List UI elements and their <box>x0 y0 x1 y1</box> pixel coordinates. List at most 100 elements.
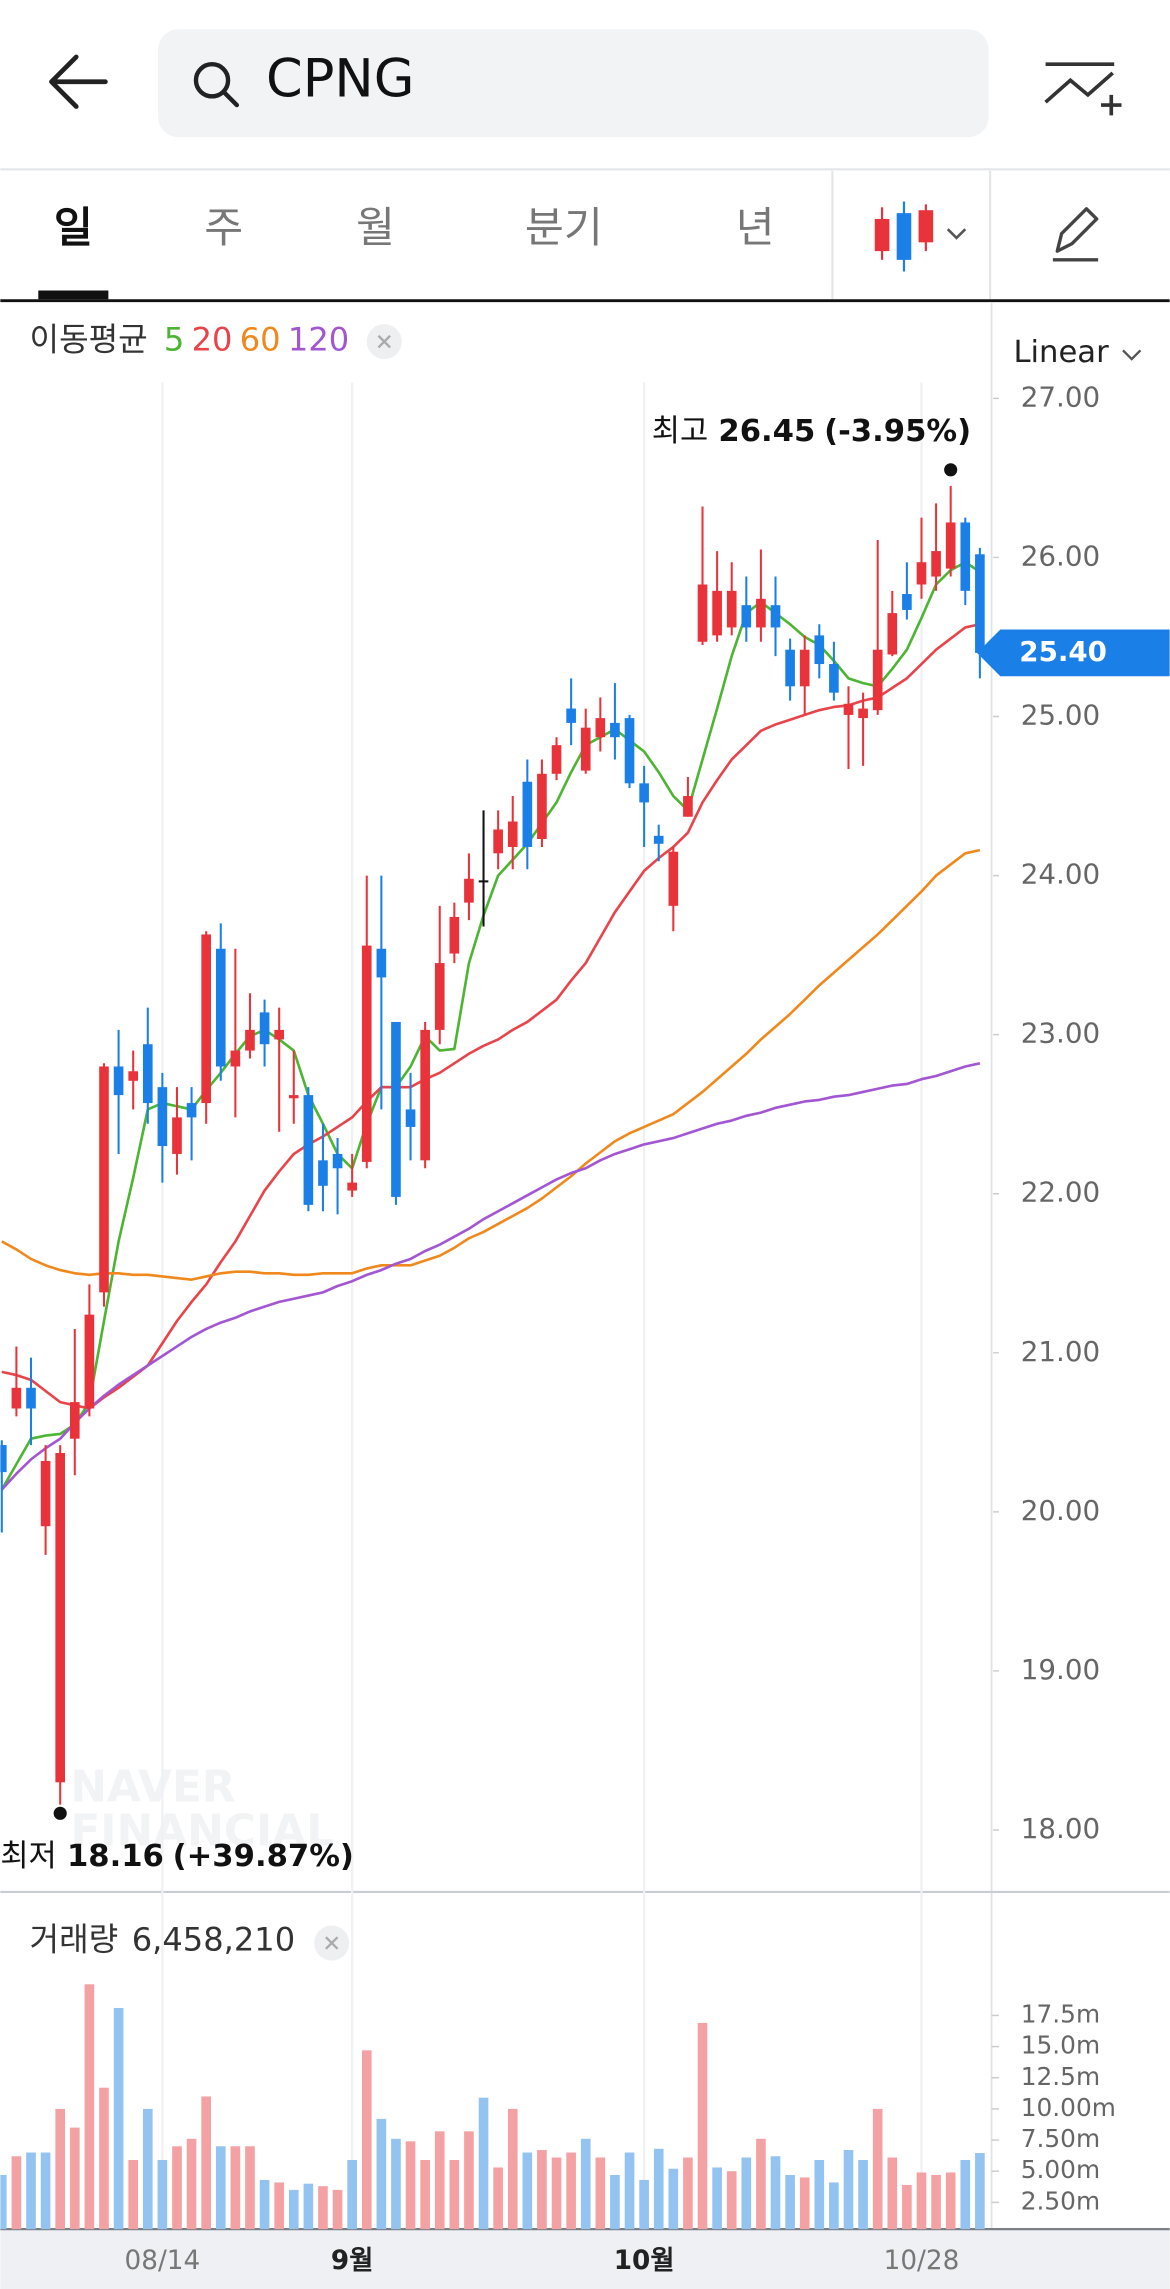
draw-button[interactable] <box>1052 207 1099 262</box>
tab[interactable]: 일 <box>54 203 93 252</box>
y-tick-label: 2.50m <box>1021 2186 1100 2215</box>
volume-bar <box>858 2160 868 2230</box>
y-tick-label: 15.0m <box>1021 2031 1100 2060</box>
volume-bar <box>537 2150 547 2230</box>
extreme-annotation: 최고 26.45 (-3.95%) <box>652 413 971 448</box>
price-axis: 18.00 19.00 20.00 21.00 22.00 23.00 24.00 25.00… <box>993 382 1100 1845</box>
icon-body <box>896 213 912 260</box>
volume-bar <box>726 2171 737 2230</box>
volume-bar <box>975 2153 985 2230</box>
volume-bar <box>902 2184 912 2230</box>
watermark: FINANCIAL <box>70 1806 334 1857</box>
y-tick-label: 17.5m <box>1021 1999 1100 2028</box>
candle-body <box>887 613 898 655</box>
candle-body <box>69 1402 80 1439</box>
chevron <box>946 228 967 240</box>
search-box[interactable] <box>158 29 989 138</box>
candle-body <box>902 594 912 610</box>
volume-bar <box>785 2174 795 2230</box>
volume-bar <box>55 2108 66 2230</box>
search-text[interactable]: CPNG <box>266 48 414 109</box>
candle-body <box>610 722 620 738</box>
chevron[interactable] <box>1122 349 1142 361</box>
candle-body <box>945 522 956 569</box>
icon-line <box>1044 71 1114 104</box>
y-tick-label: 25.00 <box>1021 699 1100 732</box>
candle-body <box>142 1044 153 1104</box>
volume-bar <box>945 2172 956 2230</box>
volume-bar <box>624 2152 635 2230</box>
candle-body <box>11 1387 22 1409</box>
volume-bar <box>566 2152 576 2230</box>
candle-body <box>259 1012 270 1045</box>
volume-bar <box>931 2174 941 2230</box>
volume-bar <box>157 2160 168 2230</box>
annotation-value: 18.16 <box>67 1839 164 1874</box>
volume-bar <box>464 2131 474 2230</box>
volume-bar <box>245 2146 255 2230</box>
extreme-annotation: 최저 18.16 (+39.87%) <box>0 1839 354 1874</box>
volume-bar <box>449 2160 460 2230</box>
volume-bar <box>69 2127 80 2230</box>
candle-body <box>303 1095 314 1205</box>
candle-body <box>785 649 795 687</box>
volume-bar <box>201 2096 211 2230</box>
x-tick-label: 10월 <box>614 2246 675 2276</box>
volume-bar <box>347 2160 357 2230</box>
candle-body <box>595 718 606 738</box>
y-tick-label: 22.00 <box>1021 1176 1100 1209</box>
tab[interactable]: 주 <box>204 203 243 252</box>
candle-body <box>99 1066 109 1293</box>
candle-body <box>230 1050 241 1067</box>
tab[interactable]: 분기 <box>525 203 603 252</box>
candle-body <box>0 1445 7 1473</box>
candle-body <box>449 916 460 954</box>
candle-body <box>741 605 752 628</box>
tab-underline <box>38 290 109 300</box>
tab[interactable]: 년 <box>736 203 775 252</box>
moving-average-line <box>1 848 981 1281</box>
y-tick-label: 20.00 <box>1021 1494 1100 1527</box>
extreme-marker <box>53 1806 67 1820</box>
volume-bar <box>303 2183 314 2230</box>
legend-entry: 20 <box>192 321 233 359</box>
candle-body <box>84 1314 95 1409</box>
volume-bar <box>128 2160 139 2230</box>
candle-body <box>770 605 781 628</box>
candle-body <box>26 1387 36 1409</box>
price-tag <box>976 629 1170 677</box>
close-icon <box>325 1936 339 1950</box>
volume-bar <box>493 2167 503 2230</box>
candle-body <box>843 703 854 715</box>
x-tick-label: 08/14 <box>125 2246 201 2276</box>
volume-bar <box>99 2087 109 2230</box>
volume-bar <box>318 2186 328 2230</box>
candle-body <box>347 1182 357 1191</box>
annotation-change: (-3.95%) <box>824 413 971 448</box>
volume-plot <box>0 1984 985 2230</box>
watermark: NAVER <box>70 1762 235 1813</box>
candle-body <box>332 1153 343 1169</box>
y-tick-label: 7.50m <box>1021 2124 1100 2153</box>
annotation-value: 26.45 <box>718 413 815 448</box>
legend-entry: 5 <box>164 321 184 359</box>
chart-type-button[interactable] <box>874 201 967 272</box>
price-tag-label: 25.40 <box>1019 635 1107 668</box>
candle-body <box>464 878 474 903</box>
moving-average-line <box>0 1062 981 1491</box>
scale-mode[interactable]: Linear <box>1013 335 1109 370</box>
candle-body <box>376 948 387 978</box>
candle-body <box>215 948 226 1067</box>
candle-body <box>916 562 927 585</box>
tab[interactable]: 월 <box>356 203 395 252</box>
volume-bar <box>172 2146 182 2230</box>
volume-bar <box>420 2160 430 2230</box>
volume-last: 6,458,210 <box>132 1921 295 1959</box>
volume-bar <box>595 2157 606 2230</box>
y-tick-label: 5.00m <box>1021 2155 1100 2184</box>
add-indicator-button[interactable] <box>1044 62 1122 116</box>
back-button[interactable] <box>49 54 108 109</box>
x-tick-label: 9월 <box>331 2246 373 2276</box>
